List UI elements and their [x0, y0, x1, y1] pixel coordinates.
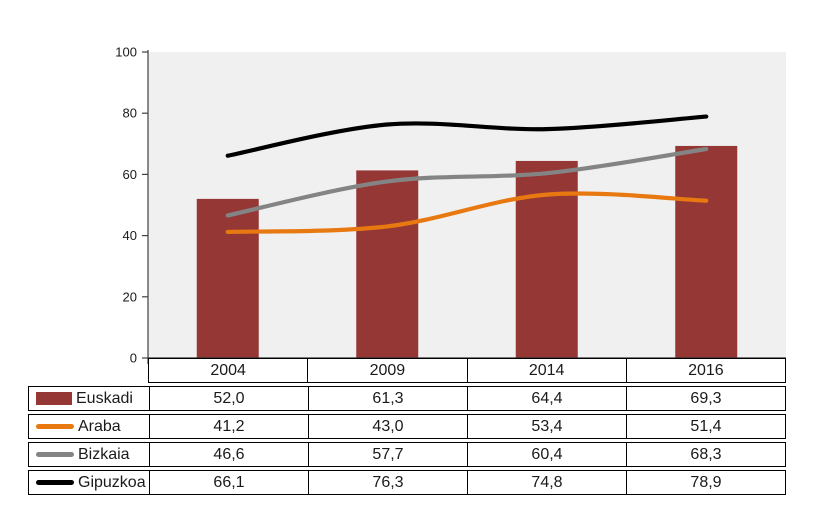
y-axis-tick-label: 40	[123, 228, 137, 243]
y-axis-tick-label: 100	[115, 45, 137, 60]
bar-euskadi-2016	[675, 145, 738, 358]
line-bizkaia	[225, 146, 709, 218]
bar-euskadi-2004	[196, 198, 259, 358]
line-araba	[225, 191, 709, 235]
y-axis-tick-label: 0	[130, 351, 137, 366]
bar-euskadi-2014	[515, 160, 578, 358]
bar-euskadi-2009	[356, 170, 419, 358]
line-gipuzkoa	[225, 114, 709, 158]
y-axis-tick-label: 60	[123, 167, 137, 182]
y-axis-tick-label: 20	[123, 289, 137, 304]
y-axis-tick-label: 80	[123, 106, 137, 121]
